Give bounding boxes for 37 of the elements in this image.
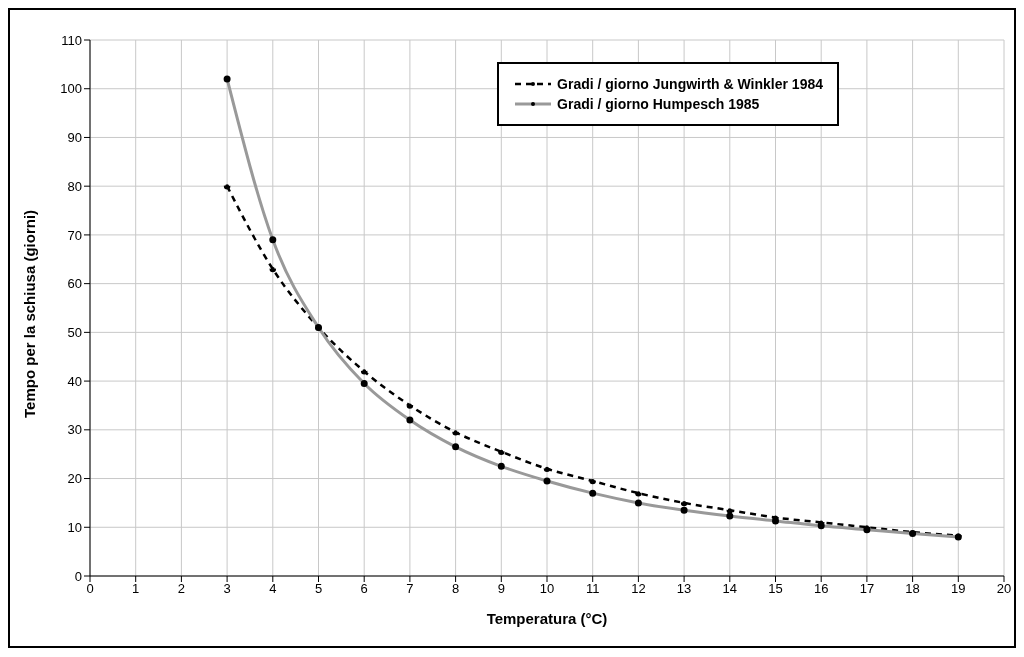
x-tick-label: 4	[269, 581, 277, 597]
y-tick-label: 80	[67, 178, 82, 194]
y-tick-label: 0	[74, 568, 82, 584]
x-tick-label: 14	[722, 581, 738, 597]
y-tick-label: 110	[61, 32, 82, 48]
x-tick-label: 5	[314, 581, 323, 597]
x-axis-title: Temperatura (°C)	[486, 610, 608, 627]
y-tick-label: 30	[67, 422, 82, 438]
y-axis-title: Tempo per la schiusa (giorni)	[21, 209, 39, 418]
y-tick-label: 10	[67, 519, 82, 535]
y-tick-label: 50	[67, 324, 82, 340]
x-tick-label: 1	[132, 581, 140, 597]
x-tick-label: 17	[859, 581, 875, 597]
x-tick-label: 16	[813, 581, 829, 597]
y-tick-label: 40	[67, 373, 82, 389]
x-tick-label: 18	[905, 581, 920, 597]
y-tick-label: 70	[67, 227, 82, 243]
x-tick-label: 10	[539, 581, 555, 597]
x-tick-label: 9	[497, 581, 505, 597]
y-tick-label: 100	[60, 81, 82, 97]
x-tick-label: 6	[360, 581, 368, 597]
legend-label: Gradi / giorno Jungwirth & Winkler 1984	[557, 76, 823, 92]
legend-label: Gradi / giorno Humpesch 1985	[557, 96, 760, 112]
x-tick-label: 13	[676, 581, 692, 597]
x-tick-label: 11	[585, 581, 600, 597]
x-tick-label: 12	[631, 581, 646, 597]
x-tick-label: 20	[996, 581, 1012, 597]
y-tick-label: 20	[67, 471, 82, 487]
y-tick-label: 60	[67, 276, 82, 292]
x-tick-label: 2	[177, 581, 186, 597]
y-tick-label: 90	[67, 130, 82, 146]
x-tick-label: 19	[951, 581, 966, 597]
x-tick-label: 15	[768, 581, 783, 597]
x-tick-label: 7	[406, 581, 414, 597]
x-tick-label: 8	[451, 581, 460, 597]
x-tick-label: 0	[86, 581, 94, 597]
x-tick-label: 3	[223, 581, 231, 597]
